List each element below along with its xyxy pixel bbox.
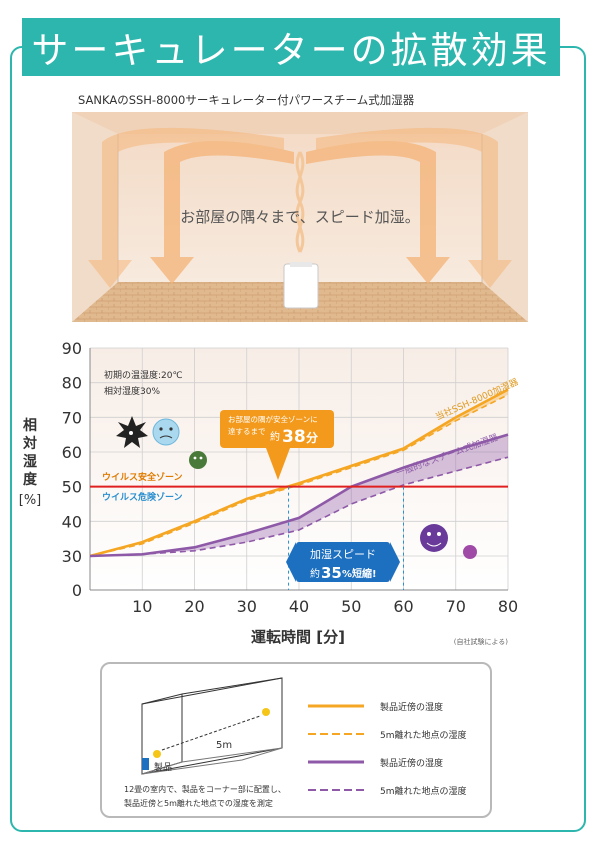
legend-caption-2: 製品近傍と5m離れた地点での湿度を測定 [124, 798, 273, 808]
airflow-arrows [88, 127, 512, 289]
y-tick-label: 40 [62, 512, 82, 531]
virus-icon-black [116, 416, 148, 448]
y-tick-label: 0 [72, 581, 82, 600]
callout-blue-line1: 加湿スピード [310, 548, 376, 561]
x-tick-label: 20 [184, 597, 204, 616]
y-axis-label-char: 湿 [23, 454, 37, 470]
callout-blue-prefix: 約 [310, 567, 320, 580]
y-tick-label: 80 [62, 374, 82, 393]
x-tick-label: 10 [132, 597, 152, 616]
series-line-ours_5m [89, 394, 509, 557]
series-line-ours_near [89, 388, 509, 558]
test-note: (自社試験による) [454, 637, 509, 646]
distance-label: 5m [216, 740, 232, 751]
virus-icon-blue [152, 418, 180, 446]
callout-line1: お部屋の隅が安全ゾーンに [228, 414, 318, 424]
y-axis-label-char: 相 [23, 417, 37, 434]
room-caption: お部屋の隅々まで、スピード加湿。 [180, 208, 419, 226]
room-illustration: お部屋の隅々まで、スピード加湿。 [72, 112, 528, 322]
callout-line2: 達するまで [228, 426, 266, 436]
x-tick-label: 50 [341, 597, 361, 616]
danger-zone-label: ウイルス危険ゾーン [102, 491, 183, 503]
x-tick-label: 30 [237, 597, 257, 616]
humidifier-device [283, 262, 319, 309]
humidity-chart: 0 30 40 50 60 70 80 90 10 20 30 40 50 60 70 80 相 対 湿 度… [19, 339, 520, 646]
virus-icon-purple-large [420, 524, 448, 552]
legend-caption-1: 12畳の室内で、製品をコーナー部に配置し、 [124, 784, 286, 794]
callout-35pct: 加湿スピード 約 35 %短縮! [286, 542, 400, 582]
product-icon [142, 758, 149, 770]
figure-subtitle: SANKAのSSH-8000サーキュレーター付パワースチーム式加湿器 [78, 93, 415, 107]
y-tick-labels: 0 30 40 50 60 70 80 90 [62, 339, 82, 600]
x-tick-labels: 10 20 30 40 50 60 70 80 [132, 597, 518, 616]
x-tick-label: 40 [289, 597, 309, 616]
condition-temp: 初期の温湿度:20℃ [104, 369, 183, 381]
condition-humidity: 相対湿度30% [104, 385, 160, 397]
legend-label: 5m離れた地点の湿度 [380, 785, 467, 797]
measure-point-near [153, 750, 161, 758]
callout-38min: お部屋の隅が安全ゾーンに 達するまで 約 38 分 [220, 410, 334, 480]
measure-point-far [262, 708, 270, 716]
y-axis-label-char: 対 [22, 435, 37, 452]
y-tick-label: 50 [62, 478, 82, 497]
legend-label: 製品近傍の湿度 [380, 701, 443, 713]
virus-icon-green [189, 451, 207, 469]
x-tick-label: 80 [498, 597, 518, 616]
legend-diagram: 5m 製品 12畳の室内で、製品をコーナー部に配置し、 製品近傍と5m離れた地点… [124, 677, 467, 808]
callout-value: 38 [282, 427, 306, 447]
callout-unit: 分 [306, 430, 318, 445]
x-tick-label: 70 [446, 597, 466, 616]
room-wireframe [141, 677, 283, 775]
y-tick-label: 90 [62, 339, 82, 358]
callout-blue-unit: %短縮! [342, 567, 377, 580]
y-tick-label: 60 [62, 443, 82, 462]
series-line-gen_near [89, 433, 509, 558]
x-axis-label: 運転時間 [分] [251, 628, 345, 646]
callout-blue-value: 35 [321, 564, 342, 582]
legend-label: 5m離れた地点の湿度 [380, 729, 467, 741]
y-tick-label: 30 [62, 547, 82, 566]
legend-label: 製品近傍の湿度 [380, 757, 443, 769]
distance-line [161, 715, 261, 751]
page-title: サーキュレーターの拡散効果 [22, 18, 560, 76]
y-axis-unit: [%] [19, 493, 42, 508]
series-line-gen_5m [89, 456, 509, 557]
product-label: 製品 [154, 761, 172, 773]
y-tick-label: 70 [62, 408, 82, 427]
safe-zone-label: ウイルス安全ゾーン [102, 471, 183, 483]
y-axis-label-char: 度 [23, 471, 38, 488]
callout-prefix: 約 [270, 430, 280, 443]
legend-box: 5m 製品 12畳の室内で、製品をコーナー部に配置し、 製品近傍と5m離れた地点… [100, 662, 492, 818]
virus-icon-purple-small [463, 545, 477, 559]
x-tick-label: 60 [393, 597, 413, 616]
